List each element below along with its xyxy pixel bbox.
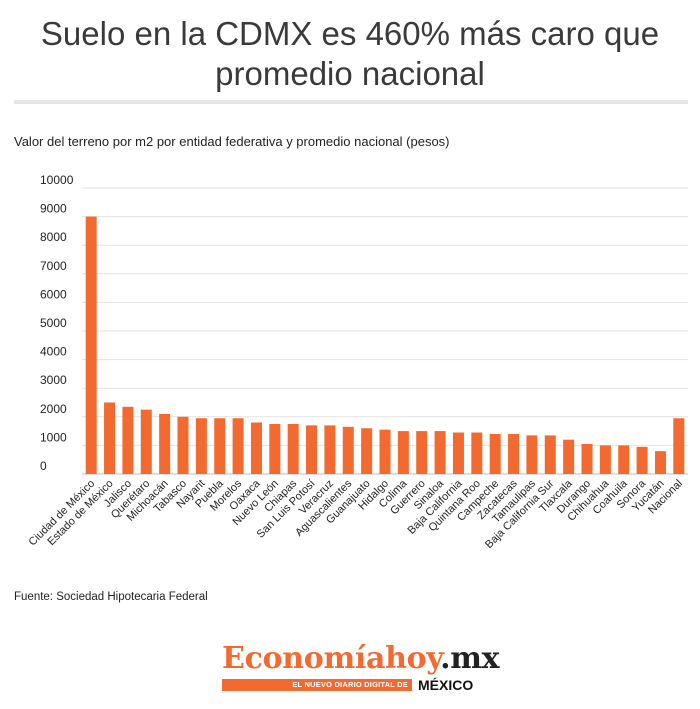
y-tick-label: 3000 [40, 373, 67, 387]
bar [508, 433, 520, 474]
chart-title: Suelo en la CDMX es 460% más caro que pr… [40, 15, 660, 92]
y-tick-label: 5000 [40, 316, 67, 330]
bar [214, 418, 226, 474]
logo-wordmark: Economíahoy.mx [222, 641, 500, 676]
bar [618, 445, 630, 474]
bar [104, 402, 116, 474]
bar [140, 409, 152, 474]
bar [287, 423, 299, 474]
chart-subtitle: Valor del terreno por m2 por entidad fed… [14, 134, 450, 149]
bar [195, 418, 207, 474]
bar [269, 423, 281, 474]
y-tick-label: 10000 [40, 173, 74, 187]
bar [361, 428, 373, 474]
bar [636, 446, 648, 474]
bar [397, 431, 409, 474]
bar [673, 418, 685, 474]
bar [526, 435, 538, 474]
y-tick-label: 0 [40, 459, 47, 473]
source-note: Fuente: Sociedad Hipotecaria Federal [14, 591, 208, 603]
bar [324, 425, 336, 474]
logo-tagline: EL NUEVO DIARIO DIGITAL DE [222, 679, 412, 691]
logo-word-part1: Economía [222, 641, 386, 676]
bar [306, 425, 318, 474]
bar [342, 426, 354, 474]
bar [489, 433, 501, 474]
bar [379, 429, 391, 474]
bar [85, 216, 97, 474]
title-divider [14, 100, 688, 104]
logo-country: MÉXICO [418, 677, 474, 693]
publisher-logo: Economíahoy.mx EL NUEVO DIARIO DIGITAL D… [222, 642, 500, 694]
bar [122, 406, 134, 474]
bar [416, 431, 428, 474]
bar [581, 443, 593, 474]
bar [159, 413, 171, 474]
bar [563, 439, 575, 474]
bar [452, 432, 464, 474]
y-tick-label: 4000 [40, 345, 67, 359]
bar [471, 432, 483, 474]
logo-word-part2: hoy [385, 641, 441, 676]
bar [654, 451, 666, 474]
y-tick-label: 9000 [40, 202, 67, 216]
y-tick-label: 1000 [40, 430, 67, 444]
y-tick-label: 7000 [40, 259, 67, 273]
y-tick-label: 2000 [40, 402, 67, 416]
y-tick-label: 6000 [40, 287, 67, 301]
bar-chart: 0 1000 2000 3000 4000 5000 6000 7000 8000 9000 100… [27, 173, 688, 551]
bar [250, 422, 262, 474]
bar [544, 435, 556, 474]
logo-word-part3: .mx [440, 641, 500, 676]
y-tick-label: 8000 [40, 230, 67, 244]
bar [599, 445, 611, 474]
bar [434, 431, 446, 474]
bar [177, 416, 189, 474]
bar [232, 418, 244, 474]
